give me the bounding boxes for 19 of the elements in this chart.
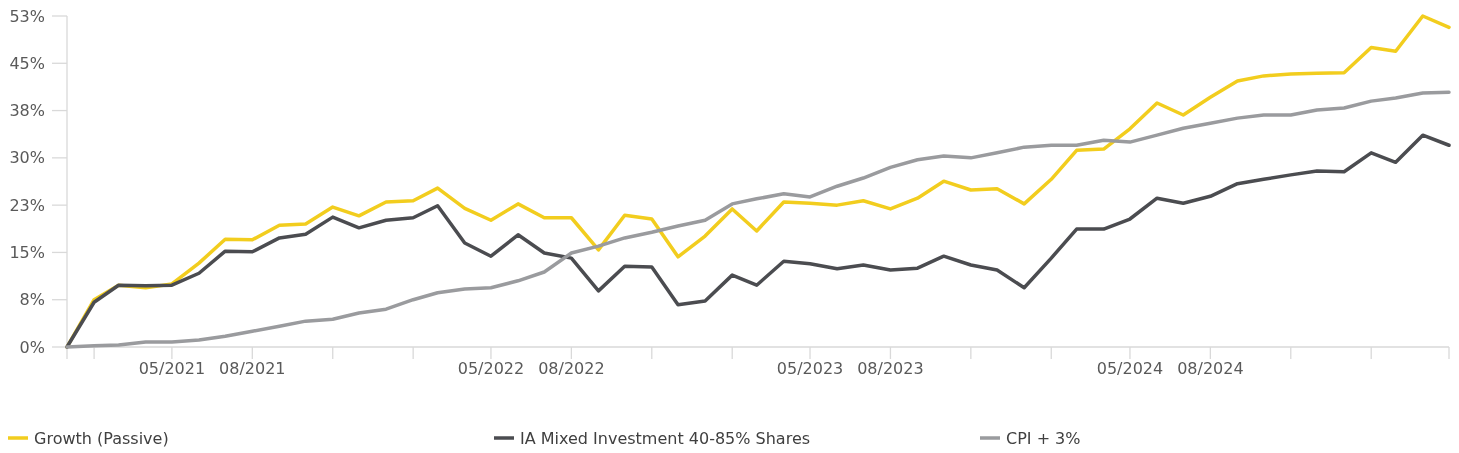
y-tick-label: 30% <box>9 148 45 168</box>
x-tick-label: 08/2021 <box>219 359 286 378</box>
x-tick-label: 08/2022 <box>538 359 605 378</box>
y-tick-label: 53% <box>9 6 45 26</box>
legend-label: Growth (Passive) <box>34 428 169 448</box>
y-tick-label: 15% <box>9 243 45 263</box>
x-tick-label: 05/2024 <box>1096 359 1164 378</box>
legend-label: CPI + 3% <box>1006 428 1081 448</box>
x-tick-label: 05/2021 <box>138 359 206 378</box>
x-tick-label: 08/2024 <box>1177 359 1244 378</box>
x-tick-label: 05/2023 <box>776 359 844 378</box>
y-tick-label: 38% <box>9 101 45 121</box>
x-tick-label: 08/2023 <box>857 359 924 378</box>
y-tick-label: 8% <box>19 290 45 310</box>
y-tick-label: 45% <box>9 53 45 73</box>
y-tick-label: 0% <box>19 337 45 357</box>
y-tick-label: 23% <box>9 195 45 215</box>
legend-label: IA Mixed Investment 40-85% Shares <box>520 428 811 448</box>
x-tick-label: 05/2022 <box>457 359 525 378</box>
